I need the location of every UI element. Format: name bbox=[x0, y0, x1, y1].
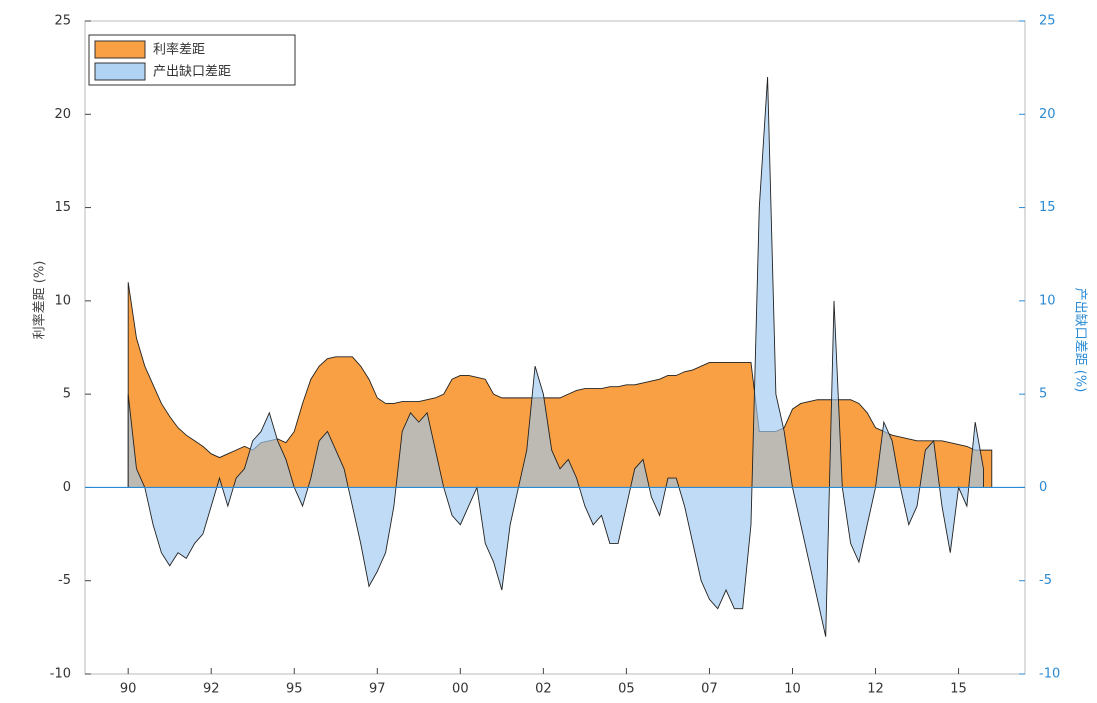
x-tick-label: 05 bbox=[618, 682, 635, 697]
x-tick-label: 12 bbox=[867, 682, 884, 697]
legend-label: 利率差距 bbox=[153, 42, 205, 58]
y2-tick-label: 15 bbox=[1039, 200, 1056, 215]
x-tick-label: 02 bbox=[535, 682, 552, 697]
area bbox=[127, 76, 984, 637]
y2-tick-label: 25 bbox=[1039, 14, 1056, 29]
x-tick-label: 92 bbox=[203, 682, 220, 697]
y2-axis-label: 产出缺口差距 (%) bbox=[1073, 288, 1088, 393]
plot-frame bbox=[84, 20, 1026, 675]
y2-tick-label: 10 bbox=[1039, 293, 1056, 308]
x-tick-label: 10 bbox=[784, 682, 801, 697]
x-tick-label: 15 bbox=[950, 682, 967, 697]
x-tick-label: 07 bbox=[701, 682, 718, 697]
legend-swatch bbox=[94, 62, 146, 81]
y2-tick-label: 20 bbox=[1039, 107, 1056, 122]
y-tick-label: 15 bbox=[54, 200, 71, 215]
y-tick-label: 20 bbox=[54, 107, 71, 122]
x-tick-label: 95 bbox=[286, 682, 303, 697]
x-tick-label: 90 bbox=[120, 682, 137, 697]
x-tick-label: 97 bbox=[369, 682, 386, 697]
y-tick-label: 5 bbox=[63, 387, 71, 402]
legend-label: 产出缺口差距 bbox=[153, 65, 231, 80]
x-tick-label: 00 bbox=[452, 682, 469, 697]
y-tick-label: -10 bbox=[50, 667, 71, 682]
y-tick-label: 0 bbox=[63, 480, 71, 495]
legend-swatch bbox=[94, 40, 146, 59]
y-tick-label: -5 bbox=[58, 573, 71, 588]
y2-tick-label: -5 bbox=[1039, 573, 1052, 588]
y2-tick-label: 5 bbox=[1039, 387, 1047, 402]
y-axis-label: 利率差距 (%) bbox=[32, 261, 48, 340]
y2-tick-label: 0 bbox=[1039, 480, 1047, 495]
y-tick-label: 10 bbox=[54, 293, 71, 308]
y-tick-label: 25 bbox=[54, 14, 71, 29]
y2-tick-label: -10 bbox=[1039, 667, 1060, 682]
